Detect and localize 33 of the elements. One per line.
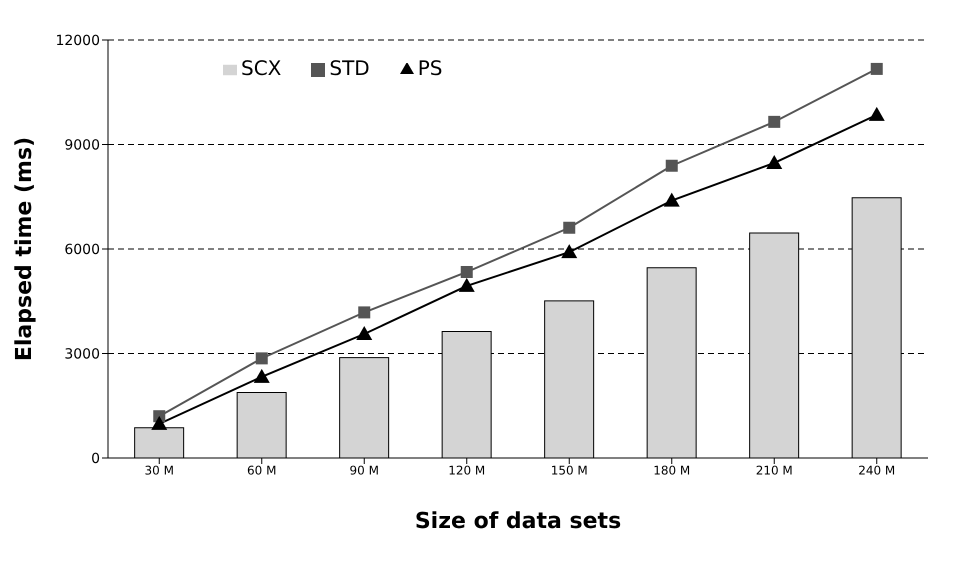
x-tick-label: 30 M: [144, 464, 174, 478]
x-tick-label: 120 M: [448, 464, 486, 478]
x-tick-label: 150 M: [550, 464, 588, 478]
point: [356, 326, 372, 340]
point: [358, 306, 370, 318]
x-tick-label: 90 M: [350, 464, 379, 478]
point: [870, 62, 883, 75]
point: [768, 116, 780, 128]
x-tick-label: 240 M: [858, 464, 896, 478]
y-tick-label: 0: [91, 450, 100, 467]
y-tick-label: 9000: [64, 137, 100, 154]
y-tick-label: 6000: [64, 242, 100, 258]
point: [766, 154, 782, 169]
legend-label: SCX: [241, 56, 282, 80]
y-axis-title: Elapsed time (ms): [12, 136, 37, 362]
legend-label: PS: [418, 56, 442, 80]
point: [256, 352, 268, 364]
legend-label: STD: [329, 56, 370, 80]
point: [151, 416, 168, 430]
x-tick-label: 180 M: [653, 464, 690, 478]
x-tick-label: 60 M: [247, 464, 276, 478]
point: [868, 106, 885, 121]
point: [254, 368, 270, 383]
x-axis-title: Size of data sets: [414, 509, 622, 534]
y-tick-label: 12000: [55, 32, 100, 49]
point: [458, 278, 475, 292]
point: [563, 222, 576, 234]
point: [561, 244, 578, 258]
point: [664, 192, 680, 207]
y-tick-label: 3000: [64, 346, 100, 362]
point: [666, 160, 678, 172]
point: [460, 266, 473, 278]
x-tick-label: 210 M: [756, 464, 793, 478]
